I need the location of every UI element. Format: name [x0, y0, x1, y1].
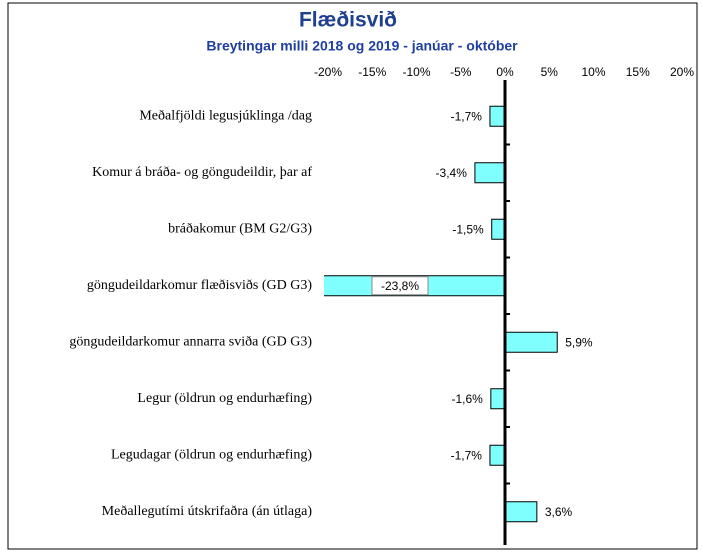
y-tick-label: Meðallegutími útskrifaðra (án útlaga) [102, 504, 313, 519]
value-label: -1,6% [451, 392, 483, 406]
value-label: -23,8% [381, 279, 419, 293]
x-tick-label: 5% [541, 65, 559, 79]
value-label: 5,9% [565, 335, 593, 349]
chart-border [7, 2, 698, 550]
plot-area [324, 105, 558, 523]
bar [489, 105, 506, 127]
value-label: 3,6% [545, 505, 573, 519]
x-tick-label: -10% [402, 65, 430, 79]
y-tick-label: göngudeildarkomur annarra sviða (GD G3) [69, 334, 312, 349]
bar [489, 444, 506, 466]
y-tick-label: Legur (öldrun og endurhæfing) [137, 391, 312, 406]
y-tick-label: Komur á bráða- og göngudeildir, þar af [92, 165, 312, 180]
y-tick-label: göngudeildarkomur flæðisviðs (GD G3) [87, 278, 312, 293]
bar [504, 331, 558, 353]
bar [491, 218, 506, 240]
bar [490, 388, 506, 410]
value-label: -1,7% [451, 109, 483, 123]
chart-title: Flæðisvið [299, 9, 397, 32]
bar [474, 162, 506, 184]
x-tick-label: -15% [358, 65, 386, 79]
y-tick-label: Legudagar (öldrun og endurhæfing) [111, 447, 312, 462]
value-label: -1,5% [452, 222, 484, 236]
value-label: -3,4% [436, 166, 468, 180]
x-tick-label: -20% [314, 65, 342, 79]
x-tick-label: 10% [581, 65, 605, 79]
chart-subtitle: Breytingar milli 2018 og 2019 - janúar -… [206, 38, 518, 54]
value-label: -1,7% [451, 448, 483, 462]
y-tick-label: Meðalfjöldi legusjúklinga /dag [139, 108, 312, 123]
value-label-box [371, 276, 429, 296]
bar [504, 501, 538, 523]
x-tick-label: 0% [496, 65, 514, 79]
x-tick-label: 15% [626, 65, 650, 79]
x-tick-label: 20% [670, 65, 694, 79]
y-tick-label: bráðakomur (BM G2/G3) [168, 221, 312, 236]
x-tick-label: -5% [450, 65, 472, 79]
